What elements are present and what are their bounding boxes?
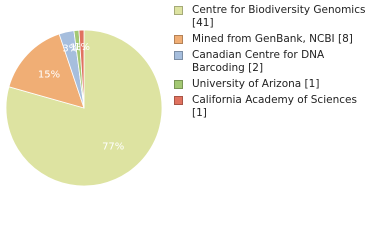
legend-label: Mined from GenBank, NCBI [8] [192,33,353,45]
value-label: 3% [62,44,78,55]
value-label: 15% [38,70,60,81]
value-label: 77% [102,142,124,153]
legend-item: Canadian Centre for DNA Barcoding [2] [174,49,374,75]
legend-item: Mined from GenBank, NCBI [8] [174,33,374,46]
legend-swatch [174,35,183,44]
pie-area: 77% 15% 3%1%1% [5,29,163,187]
legend-swatch [174,96,183,105]
legend-label: Centre for Biodiversity Genomics [41] [192,4,366,29]
legend-label: Canadian Centre for DNA Barcoding [2] [192,49,325,74]
legend-item: University of Arizona [1] [174,78,374,91]
legend-item: Centre for Biodiversity Genomics [41] [174,4,374,30]
value-label: 1% [74,42,90,53]
legend-item: California Academy of Sciences [1] [174,94,374,120]
pie-slice [78,29,85,109]
legend-label: University of Arizona [1] [192,78,320,90]
pie-slice [5,29,163,187]
legend-label: California Academy of Sciences [1] [192,94,357,119]
legend-swatch [174,6,183,15]
value-label: 1% [70,42,86,53]
legend: Centre for Biodiversity Genomics [41] Min… [174,4,374,123]
legend-swatch [174,80,183,89]
legend-swatch [174,51,183,60]
